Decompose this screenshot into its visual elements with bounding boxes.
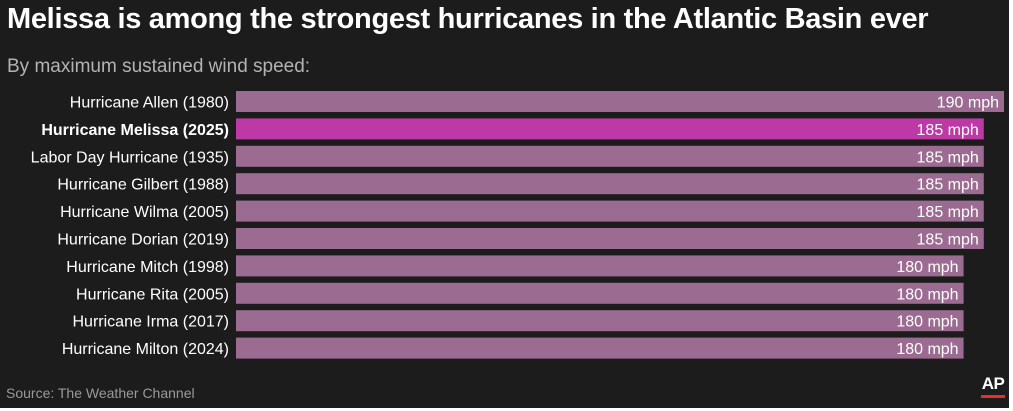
value-label-hurricane-milton-2024: 180 mph [896, 341, 958, 358]
value-label-hurricane-allen-1980: 190 mph [937, 95, 999, 112]
category-label-hurricane-mitch-1998: Hurricane Mitch (1998) [66, 259, 229, 276]
value-label-hurricane-rita-2005: 180 mph [896, 286, 958, 303]
bar-hurricane-mitch-1998 [236, 255, 964, 277]
value-label-hurricane-mitch-1998: 180 mph [896, 259, 958, 276]
bar-hurricane-milton-2024 [236, 337, 964, 359]
category-label-hurricane-wilma-2005: Hurricane Wilma (2005) [60, 204, 229, 221]
category-label-hurricane-milton-2024: Hurricane Milton (2024) [62, 341, 229, 358]
bar-labor-day-hurricane-1935 [236, 145, 984, 167]
bar-hurricane-allen-1980 [236, 91, 1004, 112]
ap-logo-accent [981, 395, 1005, 398]
value-label-hurricane-melissa-2025: 185 mph [917, 122, 979, 139]
source-note: Source: The Weather Channel [6, 385, 195, 401]
ap-logo: AP [979, 374, 1007, 400]
value-label-hurricane-dorian-2019: 185 mph [917, 232, 979, 249]
category-label-hurricane-rita-2005: Hurricane Rita (2005) [76, 286, 229, 303]
category-label-hurricane-irma-2017: Hurricane Irma (2017) [73, 314, 230, 331]
category-label-hurricane-gilbert-1988: Hurricane Gilbert (1988) [57, 177, 229, 194]
value-label-hurricane-gilbert-1988: 185 mph [917, 177, 979, 194]
bar-hurricane-melissa-2025 [236, 118, 984, 140]
chart-title: Melissa is among the strongest hurricane… [7, 3, 929, 35]
bar-hurricane-dorian-2019 [236, 228, 984, 249]
bar-chart: Hurricane Allen (1980) 190 mph Hurricane M… [31, 91, 1004, 359]
category-label-hurricane-allen-1980: Hurricane Allen (1980) [70, 95, 229, 112]
chart-subtitle: By maximum sustained wind speed: [7, 56, 311, 77]
value-label-hurricane-irma-2017: 180 mph [896, 314, 958, 331]
value-label-labor-day-hurricane-1935: 185 mph [917, 149, 979, 166]
bar-hurricane-gilbert-1988 [236, 173, 984, 195]
ap-logo-text: AP [981, 374, 1005, 393]
value-label-hurricane-wilma-2005: 185 mph [917, 204, 979, 221]
bar-hurricane-irma-2017 [236, 310, 964, 332]
category-label-hurricane-dorian-2019: Hurricane Dorian (2019) [57, 232, 229, 249]
category-label-hurricane-melissa-2025: Hurricane Melissa (2025) [41, 122, 229, 139]
bar-hurricane-rita-2005 [236, 282, 964, 304]
bar-hurricane-wilma-2005 [236, 200, 984, 222]
category-label-labor-day-hurricane-1935: Labor Day Hurricane (1935) [31, 149, 229, 166]
